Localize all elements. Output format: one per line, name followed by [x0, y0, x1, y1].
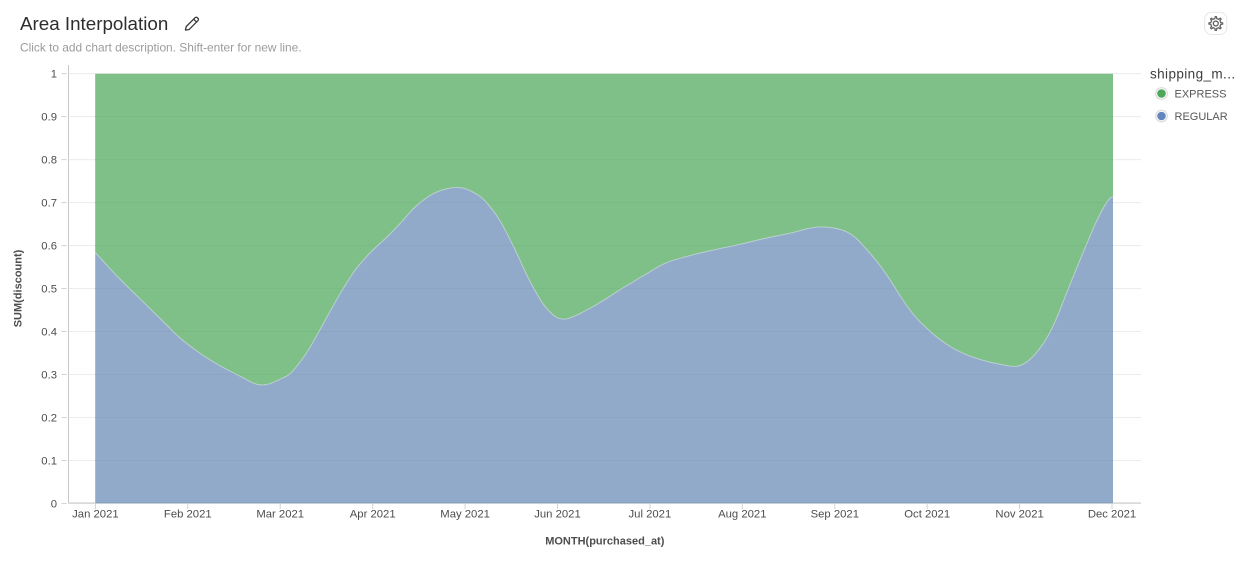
svg-text:Nov 2021: Nov 2021 [995, 509, 1043, 521]
svg-text:0.3: 0.3 [41, 369, 57, 381]
svg-text:0: 0 [51, 498, 57, 510]
svg-text:Area Interpolation: Area Interpolation [20, 13, 168, 34]
svg-text:shipping_m...: shipping_m... [1150, 67, 1236, 82]
svg-text:0.8: 0.8 [41, 155, 57, 167]
svg-text:May 2021: May 2021 [440, 509, 490, 521]
svg-text:Mar 2021: Mar 2021 [256, 509, 304, 521]
svg-text:0.9: 0.9 [41, 112, 57, 124]
svg-text:0.6: 0.6 [41, 241, 57, 253]
svg-text:Click to add chart description: Click to add chart description. Shift-en… [20, 41, 302, 55]
svg-text:Jul 2021: Jul 2021 [629, 509, 672, 521]
svg-text:0.7: 0.7 [41, 198, 57, 210]
svg-text:Apr 2021: Apr 2021 [350, 509, 396, 521]
svg-text:Aug 2021: Aug 2021 [718, 509, 766, 521]
svg-text:Jan 2021: Jan 2021 [72, 509, 118, 521]
svg-text:Feb 2021: Feb 2021 [164, 509, 212, 521]
svg-text:0.4: 0.4 [41, 326, 57, 338]
svg-text:Dec 2021: Dec 2021 [1088, 509, 1136, 521]
svg-text:Oct 2021: Oct 2021 [904, 509, 950, 521]
svg-text:0.1: 0.1 [41, 455, 57, 467]
svg-text:REGULAR: REGULAR [1175, 111, 1228, 123]
svg-text:0.2: 0.2 [41, 412, 57, 424]
svg-text:EXPRESS: EXPRESS [1175, 89, 1227, 101]
svg-text:Sep 2021: Sep 2021 [811, 509, 859, 521]
svg-text:0.5: 0.5 [41, 283, 57, 295]
svg-text:Jun 2021: Jun 2021 [534, 509, 580, 521]
svg-text:1: 1 [51, 69, 57, 81]
svg-text:MONTH(purchased_at): MONTH(purchased_at) [545, 536, 665, 548]
svg-text:SUM(discount): SUM(discount) [13, 249, 25, 327]
